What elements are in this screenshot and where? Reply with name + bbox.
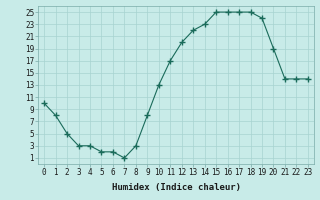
X-axis label: Humidex (Indice chaleur): Humidex (Indice chaleur) <box>111 183 241 192</box>
